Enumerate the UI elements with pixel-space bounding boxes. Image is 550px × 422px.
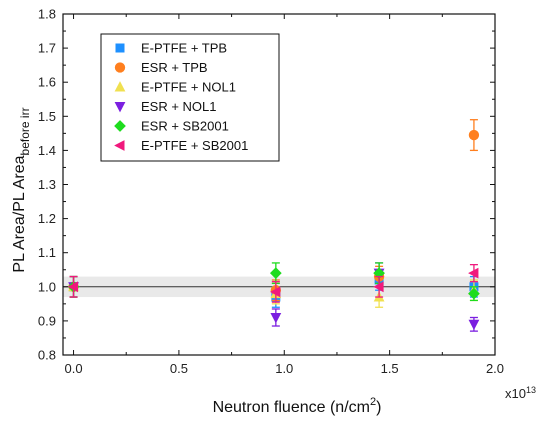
data-point [373,281,384,293]
data-point [373,267,385,280]
y-tick-label: 1.8 [38,7,56,22]
data-point [269,286,281,298]
legend-item: ESR + TPB [114,60,208,75]
legend-marker [114,62,126,73]
y-tick-label: 1.5 [38,109,56,124]
x-tick-label: 0.5 [170,361,188,376]
legend-item: E-PTFE + TPB [115,41,227,56]
y-tick-label: 1.1 [38,245,56,260]
y-tick-label: 0.8 [38,348,56,363]
y-axis-title-main: PL Area/PL Area [11,155,28,272]
x-axis-title-end: ) [376,399,381,416]
legend-marker [114,81,126,92]
x-tick-label: 2.0 [486,361,504,376]
axis-ticks: 0.8 0.9 1.0 1.1 1.2 1.3 1.4 1.5 1.6 1.7 1.8 0.0 0.5 1… [38,7,504,377]
y-tick-label: 1.0 [38,279,56,294]
x-axis-title-sup: 2 [370,396,376,408]
y-tick-label: 1.6 [38,75,56,90]
data-point [270,312,282,324]
legend-item: ESR + NOL1 [114,99,217,114]
data-point [269,267,282,280]
y-tick-label: 1.2 [38,211,56,226]
legend-label: ESR + SB2001 [141,119,229,134]
y-tick-label: 0.9 [38,313,56,328]
legend-label: ESR + NOL1 [141,99,217,114]
legend-label: E-PTFE + TPB [141,41,227,56]
data-point [468,319,480,331]
legend-item: E-PTFE + SB2001 [114,138,248,153]
legend-box [100,33,280,162]
data-point [67,281,79,293]
x-axis-multiplier-exp: 13 [526,385,536,395]
data-point [468,129,480,141]
series-6 [67,263,479,303]
x-axis-multiplier: x1013 [505,385,536,401]
legend-marker [114,140,125,151]
legend-marker [114,102,126,113]
legend: E-PTFE + TPB ESR + TPB E-PTFE + NOL1 ESR + … [100,33,280,162]
x-tick-label: 0.0 [64,361,82,376]
legend-item: ESR + SB2001 [114,119,229,134]
data-point [468,287,480,300]
legend-marker [115,43,125,53]
y-tick-label: 1.7 [38,41,56,56]
legend-marker [114,120,126,132]
legend-label: ESR + TPB [141,60,208,75]
data-point [468,267,479,279]
y-tick-label: 1.3 [38,177,56,192]
series-layer [67,119,480,332]
x-axis-title: Neutron fluence (n/cm2) [213,396,382,416]
legend-label: E-PTFE + NOL1 [141,80,236,95]
y-tick-label: 1.4 [38,143,56,158]
x-tick-label: 1.0 [275,361,293,376]
legend-label: E-PTFE + SB2001 [141,138,248,153]
x-axis-title-main: Neutron fluence (n/cm [213,399,370,416]
y-axis-title: PL Area/PL Areabefore irr [11,107,32,272]
y-axis-title-sub: before irr [18,107,32,155]
legend-item: E-PTFE + NOL1 [114,80,236,95]
x-tick-label: 1.5 [381,361,399,376]
x-axis-multiplier-base: x10 [505,386,526,401]
